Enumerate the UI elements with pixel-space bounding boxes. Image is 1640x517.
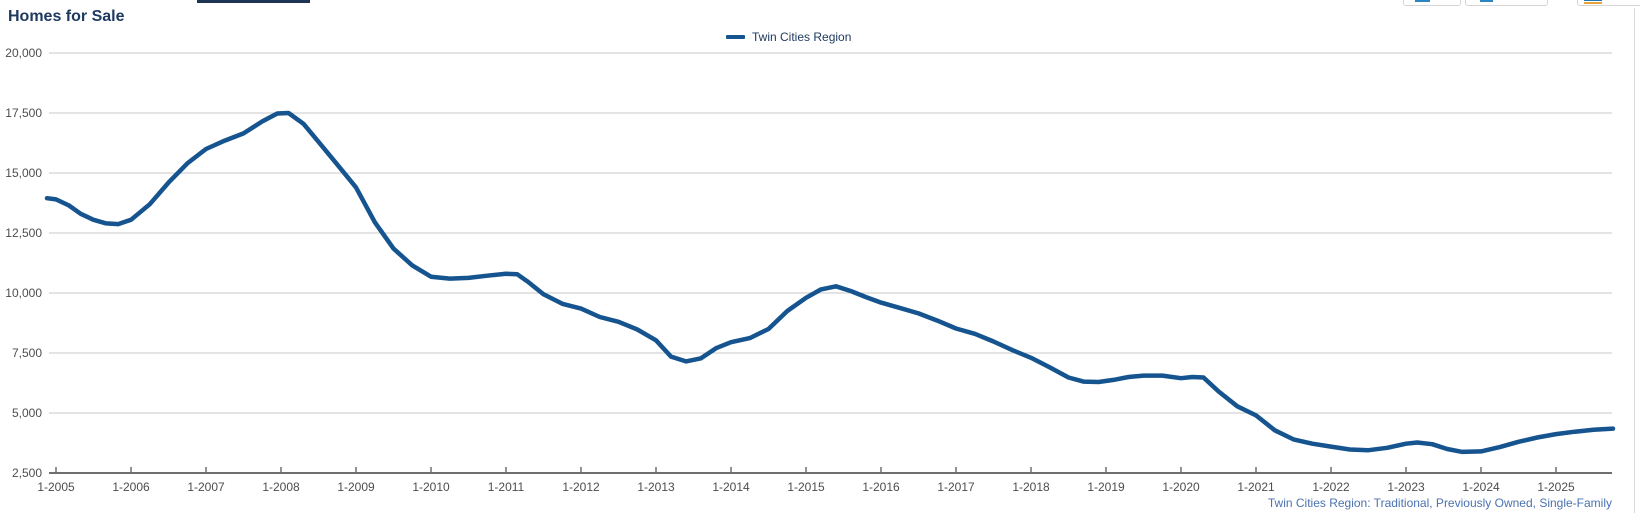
x-axis-label: 1-2011: [487, 480, 525, 494]
y-axis-label: 15,000: [5, 166, 42, 180]
legend-line-swatch: [726, 34, 745, 40]
x-axis-label: 1-2016: [862, 480, 900, 494]
x-axis-label: 1-2005: [37, 480, 75, 494]
clipped-toolbar-icon-1: [1415, 0, 1430, 2]
x-axis-label: 1-2021: [1237, 480, 1275, 494]
clipped-header-element: [197, 0, 310, 3]
x-axis-label: 1-2017: [937, 480, 975, 494]
y-axis-label: 20,000: [5, 46, 42, 60]
y-axis-label: 2,500: [11, 466, 42, 480]
chart-option-button-1[interactable]: [1403, 0, 1461, 6]
chart-option-button-3[interactable]: [1577, 0, 1640, 6]
y-axis-label: 5,000: [11, 406, 42, 420]
x-axis-label: 1-2019: [1087, 480, 1125, 494]
footer-note: Twin Cities Region: Traditional, Previou…: [1267, 496, 1612, 510]
y-axis-label: 12,500: [5, 226, 42, 240]
chart-title: Homes for Sale: [8, 8, 125, 25]
series-line-twin-cities-region[interactable]: [44, 110, 1616, 455]
x-axis-label: 1-2014: [712, 480, 750, 494]
active-underline: [1584, 2, 1602, 4]
chart-option-button-2[interactable]: [1465, 0, 1548, 6]
x-axis-label: 1-2020: [1162, 480, 1200, 494]
x-axis-label: 1-2015: [787, 480, 825, 494]
clipped-toolbar-icon-3: [1584, 0, 1602, 1]
clipped-toolbar-icon-2: [1480, 0, 1493, 2]
x-axis-label: 1-2010: [412, 480, 450, 494]
x-axis-label: 1-2012: [562, 480, 600, 494]
x-axis-label: 1-2013: [637, 480, 675, 494]
x-axis-label: 1-2008: [262, 480, 300, 494]
x-axis-label: 1-2023: [1387, 480, 1425, 494]
x-axis-label: 1-2025: [1537, 480, 1575, 494]
x-axis-label: 1-2018: [1012, 480, 1050, 494]
x-axis-label: 1-2009: [337, 480, 375, 494]
legend-item-twin-cities-region[interactable]: Twin Cities Region: [726, 30, 851, 44]
x-axis-label: 1-2007: [187, 480, 225, 494]
x-axis-label: 1-2022: [1312, 480, 1350, 494]
legend-label: Twin Cities Region: [752, 30, 852, 44]
right-panel-divider: [1634, 8, 1635, 513]
x-axis-label: 1-2024: [1462, 480, 1500, 494]
y-axis-label: 17,500: [5, 106, 42, 120]
y-axis-label: 7,500: [11, 346, 42, 360]
x-axis-label: 1-2006: [112, 480, 150, 494]
y-axis-label: 10,000: [5, 286, 42, 300]
